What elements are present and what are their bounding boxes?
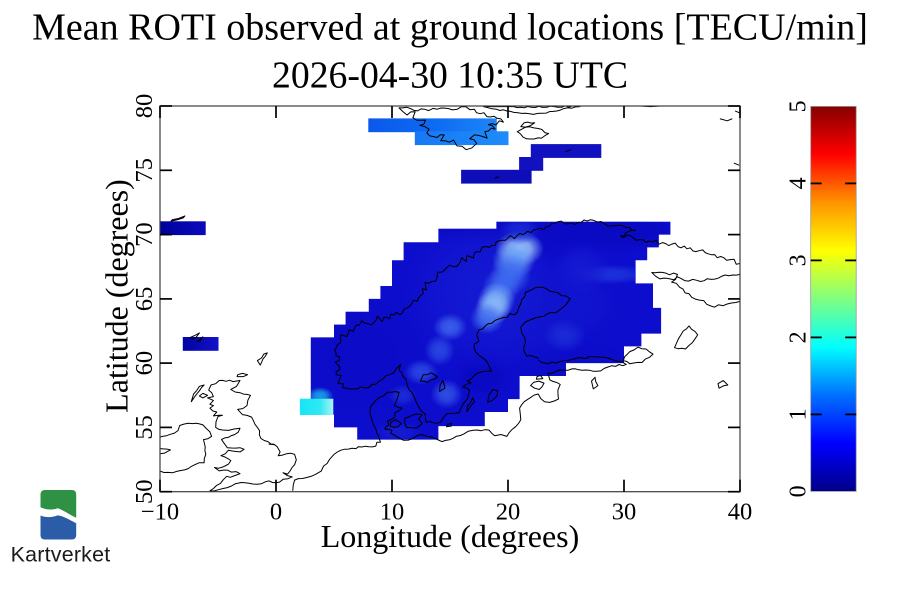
svg-text:65: 65: [131, 287, 158, 312]
svg-text:60: 60: [131, 351, 158, 376]
svg-text:75: 75: [131, 158, 158, 183]
svg-text:4: 4: [786, 177, 812, 189]
svg-text:50: 50: [131, 479, 158, 504]
svg-text:Longitude (degrees): Longitude (degrees): [321, 518, 580, 554]
svg-text:1: 1: [786, 408, 812, 420]
svg-text:10: 10: [380, 499, 405, 526]
svg-text:40: 40: [728, 499, 753, 526]
svg-text:2026-04-30 10:35 UTC: 2026-04-30 10:35 UTC: [272, 55, 628, 97]
svg-text:2: 2: [786, 331, 812, 343]
svg-text:0: 0: [270, 499, 282, 526]
svg-text:Kartverket: Kartverket: [11, 543, 111, 567]
svg-text:3: 3: [786, 254, 812, 266]
svg-text:5: 5: [786, 100, 812, 112]
svg-text:Mean ROTI observed at ground l: Mean ROTI observed at ground locations […: [32, 7, 868, 49]
svg-text:55: 55: [131, 415, 158, 440]
svg-text:0: 0: [786, 485, 812, 497]
svg-text:Latitude (degrees): Latitude (degrees): [99, 179, 135, 413]
svg-text:20: 20: [496, 499, 521, 526]
svg-text:80: 80: [131, 94, 158, 119]
svg-text:30: 30: [612, 499, 637, 526]
svg-text:−10: −10: [141, 499, 179, 526]
svg-text:70: 70: [131, 222, 158, 247]
